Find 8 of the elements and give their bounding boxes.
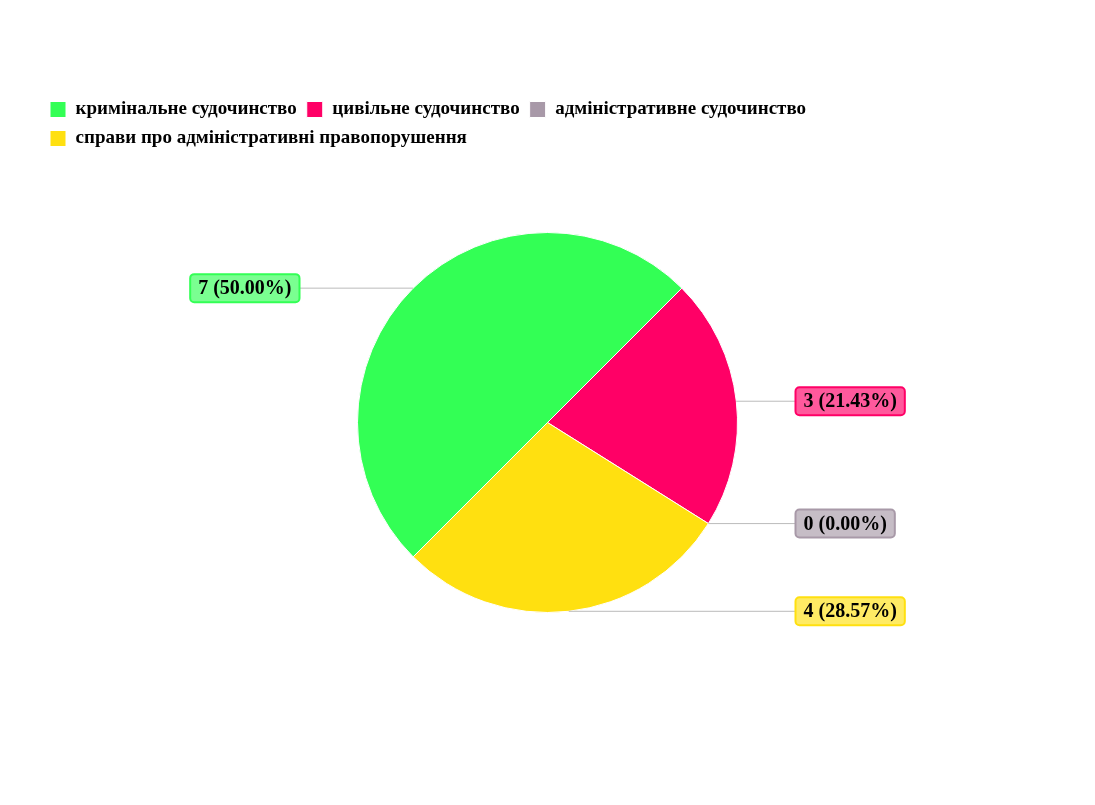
legend-label: адміністративне судочинство [555, 97, 807, 119]
data-label: 3 (21.43%) [803, 389, 897, 413]
legend-label: цивільне судочинство [332, 97, 520, 119]
text: 0 (0.00%) [803, 511, 887, 534]
legend-label: кримінальне судочинство [75, 97, 297, 119]
data-label: 7 (50.00%) [198, 276, 292, 300]
legend-label: справи про адміністративні правопорушення [75, 126, 467, 148]
data-label: 4 (28.57%) [803, 599, 897, 623]
